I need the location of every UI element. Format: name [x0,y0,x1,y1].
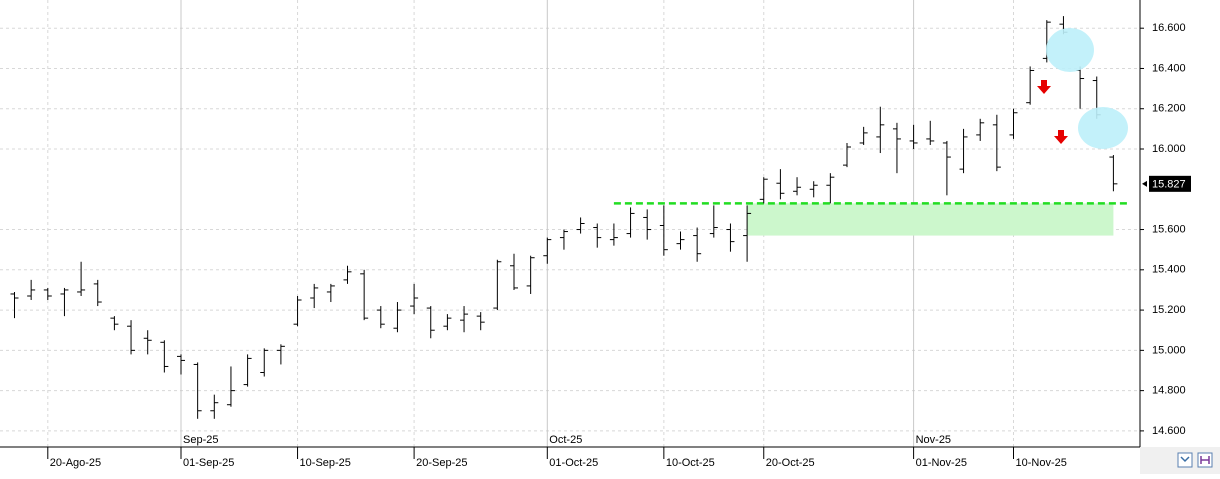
y-tick-label: 14.800 [1152,385,1186,397]
y-tick-label: 16.400 [1152,62,1186,74]
y-tick-label: 16.200 [1152,103,1186,115]
last-price-box [1149,175,1191,192]
y-tick-label: 16.600 [1152,22,1186,34]
y-tick-label: 15.400 [1152,264,1186,276]
x-tick-label: 20-Sep-25 [416,457,467,469]
x-tick-label: 20-Oct-25 [766,457,815,469]
highlight-circle [1046,28,1094,72]
month-label: Oct-25 [549,434,582,446]
x-tick-label: 01-Nov-25 [916,457,967,469]
x-tick-label: 01-Sep-25 [183,457,234,469]
x-tick-label: 10-Sep-25 [300,457,351,469]
last-price-label: 15.827 [1152,179,1186,191]
y-tick-label: 16.000 [1152,143,1186,155]
highlight-circle [1078,107,1128,149]
x-tick-label: 01-Oct-25 [549,457,598,469]
down-arrow [1037,80,1051,94]
support-zone [613,202,1128,236]
month-label: Sep-25 [183,434,218,446]
y-tick-label: 14.600 [1152,425,1186,437]
down-arrow [1054,130,1068,144]
grid [0,0,1140,447]
x-tick-label: 10-Nov-25 [1016,457,1067,469]
zoom-icon [1180,456,1190,463]
x-tick-label: 20-Ago-25 [50,457,101,469]
x-tick-label: 10-Oct-25 [666,457,715,469]
y-tick-label: 15.600 [1152,223,1186,235]
support-zone-box [747,203,1114,236]
axes: 14.600 14.800 15.000 15.200 15.400 15.600 16.0… [47,22,1191,469]
last-price-marker [1142,180,1147,187]
month-label: Nov-25 [916,434,951,446]
save-icon [1200,456,1210,464]
y-tick-label: 15.000 [1152,344,1186,356]
y-tick-label: 15.200 [1152,304,1186,316]
